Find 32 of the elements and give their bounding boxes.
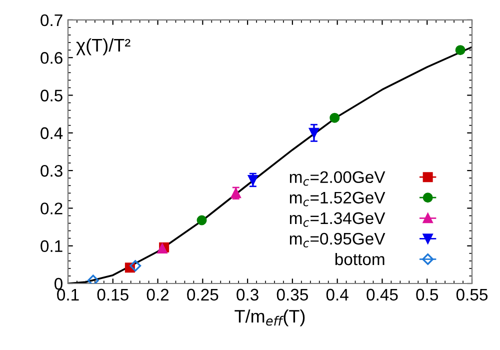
x-tick-label: 0.15 (97, 288, 128, 301)
point (87, 274, 99, 284)
point (130, 260, 142, 272)
x-tick-label: 0.2 (146, 288, 169, 301)
y-tick-label: 0.7 (40, 14, 62, 26)
y-tick-label: 0.5 (40, 90, 62, 102)
y-tick-label: 0.2 (40, 202, 62, 214)
point (196, 215, 207, 226)
x-tick-label: 0.45 (366, 288, 398, 301)
x-tick-label: 0.4 (326, 288, 348, 301)
y-tick-label: 0.4 (40, 127, 63, 140)
y-tick-label: 0.3 (40, 164, 62, 177)
point (455, 45, 466, 56)
y-axis-title: χ(T)/T² (76, 38, 130, 56)
y-tick-label: 0.6 (40, 52, 62, 64)
x-tick-label: 0.1 (57, 288, 79, 301)
x-axis-title: T/m$_{eff}$(T) (234, 309, 305, 326)
legend-label: bottom (335, 252, 384, 266)
point (330, 112, 340, 123)
x-tick-label: 0.5 (416, 288, 438, 301)
legend-label: m$_{c}$=1.34GeV (290, 212, 386, 227)
y-tick-label: 0 (54, 278, 62, 290)
legend-label: m$_{c}$=0.95GeV (290, 232, 386, 248)
x-tick-label: 0.3 (236, 288, 258, 301)
point (248, 174, 258, 185)
x-tick-label: 0.55 (456, 288, 488, 301)
legend-label: m$_{c}$=1.52GeV (290, 192, 386, 206)
point (308, 128, 319, 138)
y-tick-label: 0.1 (40, 240, 62, 252)
x-tick-label: 0.35 (276, 288, 308, 301)
x-tick-label: 0.25 (187, 288, 218, 301)
legend-label: m$_{c}$=2.00GeV (290, 171, 386, 186)
